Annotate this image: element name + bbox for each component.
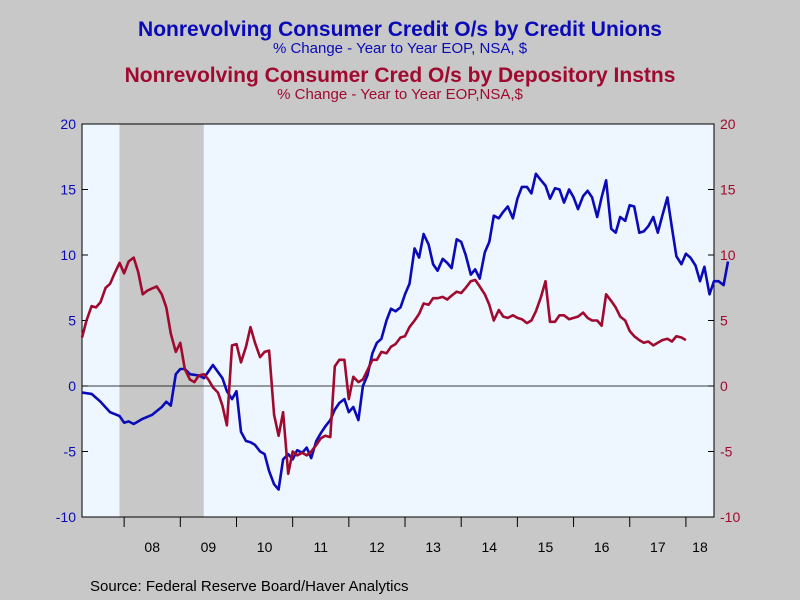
y-tick-label-right: -5 [720,444,733,460]
x-tick-label: 11 [313,539,328,555]
y-tick-label-right: 20 [720,116,736,132]
x-tick-label: 09 [201,539,217,555]
y-tick-label-left: -10 [56,509,76,525]
recession-band [119,124,204,517]
source-note: Source: Federal Reserve Board/Haver Anal… [90,578,409,595]
y-tick-label-right: -10 [720,509,740,525]
chart-title-credit-unions: Nonrevolving Consumer Credit O/s by Cred… [138,18,662,41]
x-tick-label: 08 [144,539,160,555]
x-tick-label: 16 [594,539,610,555]
y-tick-label-left: 0 [68,378,76,394]
y-tick-label-left: 10 [60,247,76,263]
y-tick-label-left: 20 [60,116,76,132]
x-tick-label: 18 [692,539,708,555]
x-tick-label: 14 [481,539,497,555]
y-tick-label-right: 5 [720,313,728,329]
y-tick-label-left: 5 [68,313,76,329]
y-tick-label-right: 15 [720,182,736,198]
chart-title-depository: Nonrevolving Consumer Cred O/s by Deposi… [124,64,676,87]
y-tick-label-right: 10 [720,247,736,263]
x-tick-label: 12 [369,539,385,555]
chart-subtitle-depository: % Change - Year to Year EOP,NSA,$ [277,86,523,103]
x-tick-label: 15 [538,539,554,555]
y-tick-label-left: -5 [64,444,77,460]
x-tick-label: 13 [425,539,441,555]
y-tick-label-right: 0 [720,378,728,394]
series-line-depository [80,256,687,476]
x-tick-label: 17 [650,539,666,555]
x-tick-label: 10 [257,539,273,555]
y-tick-label-left: 15 [60,182,76,198]
chart-subtitle-credit-unions: % Change - Year to Year EOP, NSA, $ [272,40,528,57]
